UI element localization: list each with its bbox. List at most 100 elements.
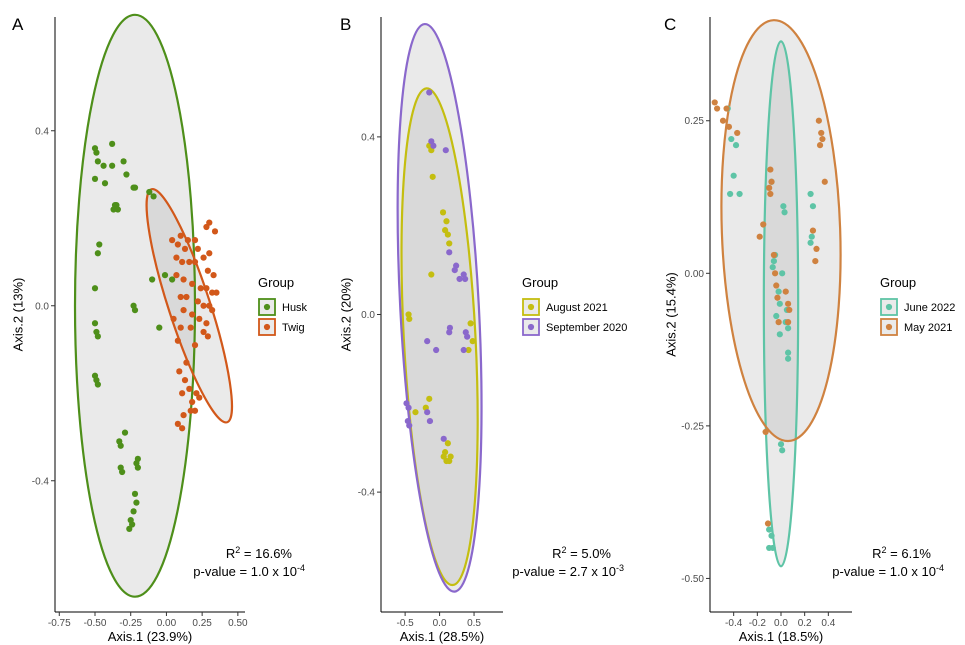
series-points xyxy=(91,140,176,532)
x-tick-label: 0.50 xyxy=(228,618,248,629)
panel-b: B -0.5 0.0 0.5 -0.4 0.0 0.4 Axis.1 (28.5%) Axis.… xyxy=(339,15,628,644)
y-tick-label: -0.25 xyxy=(681,421,704,432)
data-point xyxy=(768,178,775,185)
data-point xyxy=(779,270,786,277)
data-point xyxy=(812,258,819,265)
data-point xyxy=(433,346,440,354)
data-point xyxy=(187,324,194,331)
y-axis-label: Axis.2 (20%) xyxy=(339,278,354,352)
data-point xyxy=(774,294,781,301)
data-point xyxy=(189,311,196,318)
data-point xyxy=(109,140,116,147)
data-point xyxy=(209,289,216,296)
data-point xyxy=(727,190,734,198)
panel-c: C -0.4 -0.2 0.0 0.2 0.4 -0.50 -0.25 0.00 0.25 Axis… xyxy=(664,15,956,644)
data-point xyxy=(206,250,213,257)
data-point xyxy=(174,337,181,344)
data-point xyxy=(123,171,130,178)
data-point xyxy=(440,453,447,460)
data-point xyxy=(174,241,181,248)
ellipse-fill xyxy=(401,88,478,586)
legend-key-point xyxy=(527,303,535,311)
legend-label: August 2021 xyxy=(546,302,608,314)
ellipse-outline xyxy=(400,87,479,587)
y-axis-label: Axis.2 (15.4%) xyxy=(664,272,679,357)
data-point xyxy=(129,521,136,528)
x-tick-label: 0.0 xyxy=(774,618,788,629)
x-tick-label: 0.5 xyxy=(467,618,481,629)
data-point xyxy=(446,249,453,256)
data-point xyxy=(777,441,785,448)
data-point xyxy=(181,377,189,384)
data-point xyxy=(440,435,447,442)
data-point xyxy=(191,258,199,266)
data-point xyxy=(467,320,474,327)
p-value-text: p-value = 1.0 x 10-4 xyxy=(193,563,305,579)
data-point xyxy=(769,264,776,271)
data-point xyxy=(177,324,184,331)
data-point xyxy=(734,129,741,137)
data-point xyxy=(719,117,727,124)
data-point xyxy=(204,333,211,340)
legend-item: Husk xyxy=(258,298,308,316)
data-point xyxy=(782,288,789,295)
data-point xyxy=(94,333,101,340)
ellipses xyxy=(73,13,234,598)
legend-item: June 2022 xyxy=(880,298,955,316)
data-point xyxy=(197,285,204,292)
data-point xyxy=(149,276,156,283)
data-point xyxy=(191,407,199,414)
data-point xyxy=(785,349,792,356)
data-point xyxy=(446,240,453,247)
data-point xyxy=(773,282,780,289)
legend-title: Group xyxy=(522,275,558,290)
data-point xyxy=(210,272,217,279)
data-point xyxy=(464,333,471,340)
y-tick-label: -0.4 xyxy=(358,488,376,499)
data-point xyxy=(723,105,730,112)
data-point xyxy=(117,442,124,449)
data-point xyxy=(426,395,433,402)
data-point xyxy=(770,258,778,265)
data-point xyxy=(170,315,177,322)
data-point xyxy=(780,203,787,210)
p-value-text: p-value = 2.7 x 10-3 xyxy=(512,563,624,579)
y-tick-label: 0.25 xyxy=(685,116,705,127)
y-axis-label: Axis.2 (13%) xyxy=(11,278,26,352)
data-point xyxy=(187,407,194,414)
data-point xyxy=(776,300,783,307)
data-point xyxy=(775,319,782,326)
series-points xyxy=(169,219,220,432)
x-tick-label: -0.4 xyxy=(725,618,743,629)
data-point xyxy=(465,346,472,354)
x-axis-label: Axis.1 (18.5%) xyxy=(739,629,824,644)
data-point xyxy=(725,123,733,130)
data-point xyxy=(200,328,207,336)
ellipse-outline xyxy=(762,40,800,568)
data-point xyxy=(405,404,412,411)
data-point xyxy=(766,184,773,191)
ellipse-outline xyxy=(145,187,234,424)
data-point xyxy=(119,468,126,476)
legend-key-point xyxy=(885,323,893,331)
data-point xyxy=(200,254,207,261)
y-tick-label: 0.00 xyxy=(685,269,705,280)
data-point xyxy=(109,162,116,169)
legend: Group June 2022 May 2021 xyxy=(880,275,955,336)
data-point xyxy=(781,209,788,216)
data-point xyxy=(183,293,190,301)
data-point xyxy=(180,276,187,283)
data-point xyxy=(91,285,99,292)
legend-label: May 2021 xyxy=(904,322,952,334)
y-tick-label: 0.4 xyxy=(361,132,375,143)
data-point xyxy=(181,245,189,252)
data-point xyxy=(456,275,463,283)
data-point xyxy=(203,223,210,231)
y-tick-label: 0.4 xyxy=(35,126,49,137)
data-point xyxy=(131,184,139,191)
data-point xyxy=(809,227,817,234)
data-point xyxy=(169,237,176,244)
data-point xyxy=(209,307,216,314)
data-point xyxy=(770,251,778,259)
